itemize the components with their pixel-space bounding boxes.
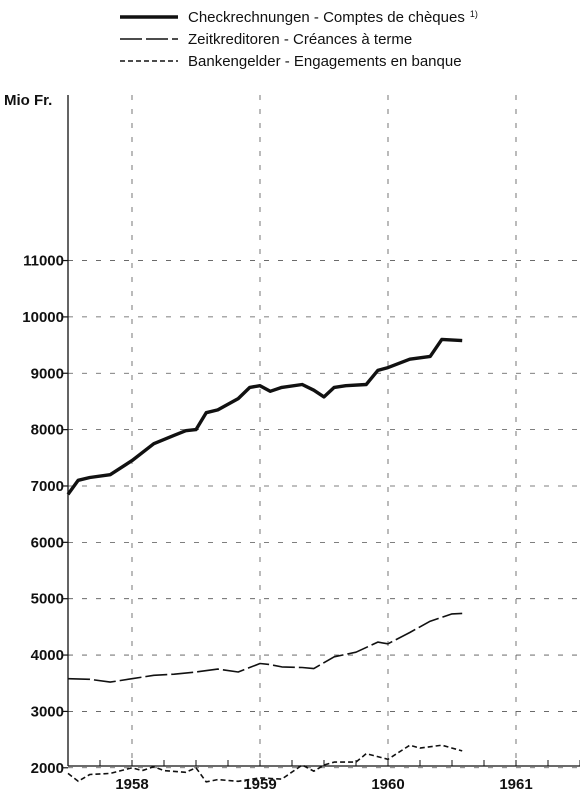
x-tick-label: 1960 — [371, 776, 404, 793]
y-tick-label: 3000 — [31, 703, 64, 720]
y-tick-label: 10000 — [22, 309, 64, 326]
y-tick-label: 6000 — [31, 534, 64, 551]
legend-label: Checkrechnungen - Comptes de chèques 1) — [188, 9, 478, 26]
x-tick-label: 1961 — [499, 776, 532, 793]
y-tick-label: 7000 — [31, 478, 64, 495]
legend-footnote: 1) — [470, 9, 478, 19]
y-axis: 1000200030004000500060007000800090001000… — [22, 253, 68, 777]
y-tick-label: 9000 — [31, 365, 64, 382]
x-tick-label: 1959 — [243, 776, 276, 793]
series-lines — [66, 337, 463, 783]
x-tick-label: 1958 — [115, 776, 148, 793]
x-axis: 1958 1959 1960 1961 — [67, 760, 580, 793]
grid — [68, 95, 580, 769]
series-line-3 — [67, 744, 463, 783]
y-tick-label: 4000 — [31, 647, 64, 664]
series-line-2 — [67, 612, 463, 683]
y-tick-label: 5000 — [31, 591, 64, 608]
y-tick-label: 11000 — [23, 253, 64, 270]
series-line-1 — [66, 337, 463, 496]
y-tick-label: 8000 — [31, 422, 64, 439]
legend-label: Bankengelder - Engagements en banque — [188, 53, 462, 70]
legend-label: Zeitkreditoren - Créances à terme — [188, 31, 412, 48]
legend: Checkrechnungen - Comptes de chèques 1) Ze… — [120, 9, 478, 70]
y-axis-label: Mio Fr. — [4, 92, 52, 109]
y-tick-label: 2000 — [31, 760, 64, 777]
plot-frame — [67, 95, 580, 767]
